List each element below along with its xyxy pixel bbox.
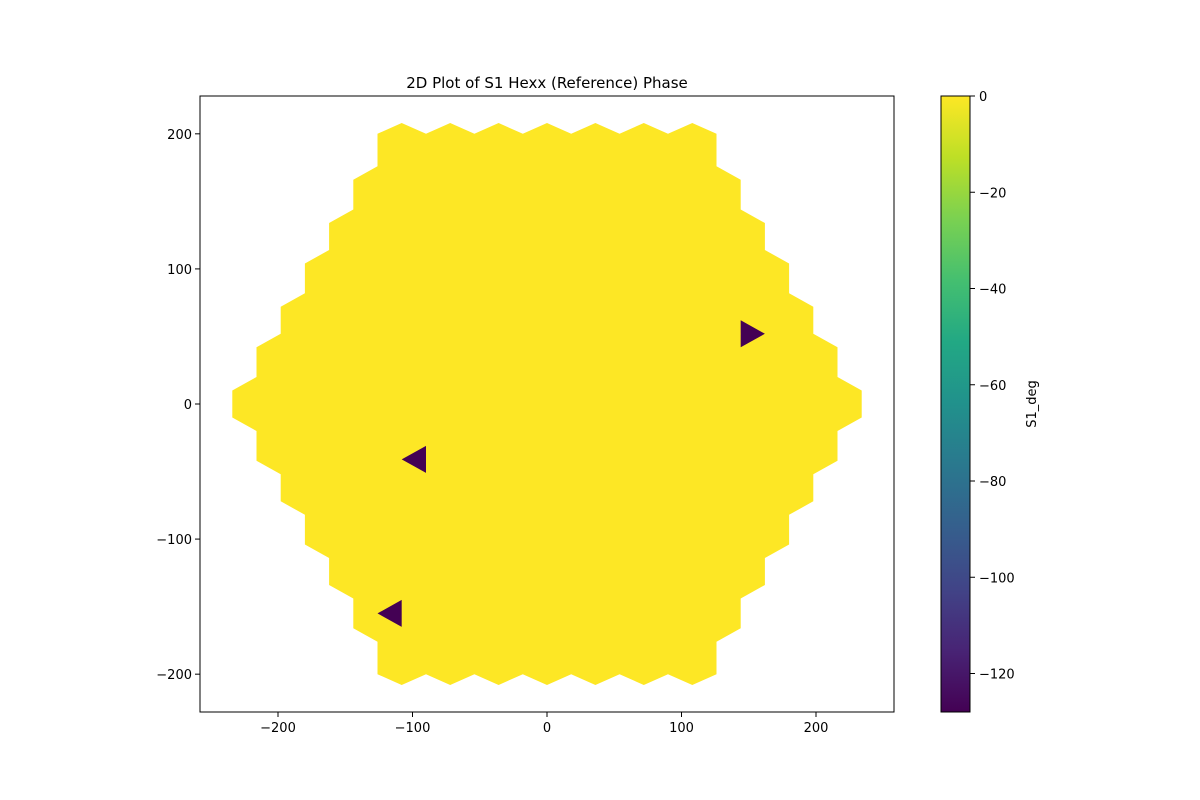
- y-axis: −200 −100 0 100 200: [156, 128, 200, 683]
- colorbar: [940, 95, 971, 713]
- low-phase-cell-3: [377, 599, 402, 627]
- phase-region: [232, 123, 862, 685]
- colorbar-tick-label: −40: [979, 283, 1006, 298]
- colorbar-tick-label: 0: [979, 90, 987, 105]
- y-tick-label: −100: [156, 533, 192, 548]
- low-phase-cell-2: [401, 445, 426, 473]
- x-axis: −200 −100 0 100 200: [260, 712, 828, 736]
- low-phase-cell-1: [740, 320, 765, 348]
- chart-title: 2D Plot of S1 Hexx (Reference) Phase: [406, 74, 688, 92]
- x-tick-label: 0: [543, 721, 551, 736]
- x-tick-label: 100: [669, 721, 694, 736]
- colorbar-tick-label: −80: [979, 475, 1006, 490]
- x-tick-label: −200: [260, 721, 296, 736]
- y-tick-label: −200: [156, 668, 192, 683]
- colorbar-axis: 0 −20 −40 −60 −80 −100 −120: [970, 90, 1015, 683]
- plot-area: [232, 123, 862, 685]
- x-tick-label: 200: [804, 721, 829, 736]
- colorbar-tick-label: −120: [979, 668, 1015, 683]
- colorbar-tick-label: −20: [979, 186, 1006, 201]
- y-tick-label: 100: [167, 263, 192, 278]
- colorbar-label: S1_deg: [1025, 380, 1040, 428]
- colorbar-tick-label: −100: [979, 571, 1015, 586]
- y-tick-label: 0: [184, 398, 192, 413]
- colorbar-tick-label: −60: [979, 379, 1006, 394]
- x-tick-label: −100: [395, 721, 431, 736]
- y-tick-label: 200: [167, 128, 192, 143]
